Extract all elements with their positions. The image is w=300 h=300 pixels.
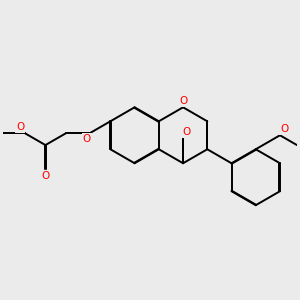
Text: O: O [41, 171, 50, 181]
Text: O: O [280, 124, 289, 134]
Text: O: O [179, 96, 187, 106]
Text: O: O [16, 122, 25, 132]
Text: O: O [83, 134, 91, 144]
Text: O: O [182, 127, 190, 137]
